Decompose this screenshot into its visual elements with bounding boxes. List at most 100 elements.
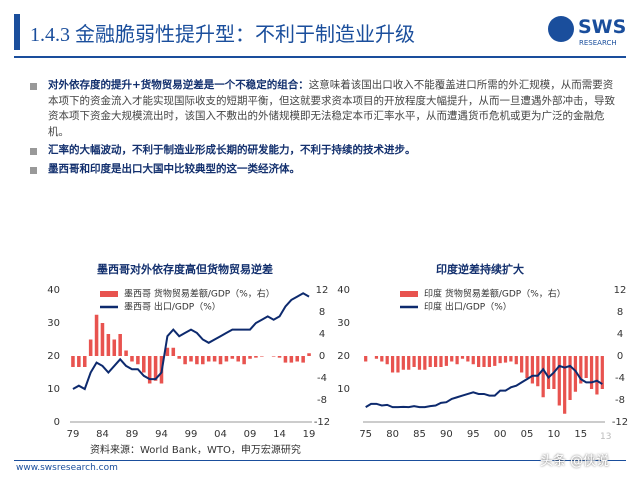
y2-tick-label: 8 [319, 307, 325, 318]
y-tick-label: 30 [47, 318, 60, 329]
legend-label: 印度 出口/GDP（%） [424, 301, 512, 313]
bar [444, 356, 448, 366]
bullet-text: 这意味着该国出口收入不能覆盖进口所需的外汇规模，从而需要资本项下的资金流入才能实… [48, 79, 615, 138]
y2-tick-label: -12 [314, 417, 330, 428]
y2-tick-label: 0 [319, 351, 325, 362]
watermark: 头条 @侠说 [540, 454, 610, 469]
bar [509, 356, 513, 362]
legend-label: 墨西哥 货物贸易差额/GDP（%，右） [124, 288, 275, 300]
y-tick-label: 10 [337, 384, 350, 395]
line [72, 292, 310, 391]
logo-icon [548, 16, 574, 42]
bullet-bold: 墨西哥和印度是出口大国中比较典型的这一类经济体。 [48, 162, 300, 175]
bar [482, 356, 486, 367]
bar [136, 356, 140, 365]
bar [71, 356, 75, 367]
bar [525, 356, 529, 378]
header-rule [14, 56, 626, 58]
x-tick-label: 04 [214, 429, 227, 440]
chart-title: 印度逆差持续扩大 [436, 262, 524, 276]
y-tick-label: 0 [54, 417, 60, 428]
bar [165, 347, 170, 356]
bar [579, 356, 583, 384]
bar [455, 356, 459, 365]
slide-title: 1.4.3 金融脆弱性提升型：不利于制造业升级 [30, 24, 415, 46]
bar [130, 356, 134, 362]
logo-text: SWS [578, 16, 627, 38]
bar [450, 356, 454, 362]
chart-title: 墨西哥对外依存度高但货物贸易逆差 [97, 262, 273, 276]
bar [118, 334, 122, 356]
bar [153, 356, 158, 381]
bar [514, 356, 518, 365]
bar [248, 356, 252, 359]
bar [520, 356, 524, 373]
bar [568, 356, 572, 400]
y2-tick-label: 0 [617, 351, 623, 362]
bar [471, 356, 475, 365]
x-tick-label: 79 [67, 429, 80, 440]
bar [260, 356, 264, 357]
y2-tick-label: 8 [617, 307, 623, 318]
bar [189, 356, 193, 362]
bar [595, 356, 599, 395]
legend-swatch [100, 291, 118, 297]
line [365, 364, 603, 409]
bar [493, 356, 497, 366]
bar [195, 356, 199, 365]
bar [466, 356, 470, 362]
bar [88, 339, 93, 356]
y-tick-label: 20 [337, 351, 350, 362]
bar [94, 314, 99, 356]
bar [112, 339, 117, 356]
footer-rule [14, 460, 626, 461]
x-tick-label: 05 [521, 429, 534, 440]
bar [407, 356, 411, 370]
bar [307, 353, 311, 356]
x-tick-label: 85 [413, 429, 426, 440]
bar [183, 356, 187, 365]
y-tick-label: 30 [337, 318, 350, 329]
x-tick-label: 09 [244, 429, 257, 440]
bar [283, 356, 288, 363]
legend-label: 印度 货物贸易差额/GDP（%，右） [424, 288, 566, 300]
bar [439, 356, 443, 367]
y2-tick-label: -4 [615, 373, 625, 384]
bar [390, 356, 395, 373]
page-number: 13 [600, 432, 612, 442]
x-tick-label: 90 [440, 429, 453, 440]
bar [242, 356, 246, 365]
x-tick-label: 99 [185, 429, 198, 440]
header-bar [14, 14, 20, 50]
bullet: 墨西哥和印度是出口大国中比较典型的这一类经济体。 [28, 162, 618, 178]
bar [224, 356, 229, 362]
bar [289, 356, 294, 363]
x-tick-label: 80 [386, 429, 399, 440]
bar [412, 356, 416, 367]
bar [254, 356, 258, 358]
bar [77, 356, 81, 367]
x-tick-label: 15 [574, 429, 587, 440]
bar [401, 356, 405, 370]
bar [584, 356, 588, 378]
bar [396, 356, 400, 373]
bar [417, 356, 422, 370]
bar [477, 356, 481, 367]
y2-tick-label: 4 [617, 329, 623, 340]
bar [277, 356, 282, 358]
y2-tick-label: 4 [319, 329, 325, 340]
x-tick-label: 14 [273, 429, 286, 440]
x-tick-label: 95 [467, 429, 480, 440]
y-tick-label: 40 [337, 285, 350, 296]
logo-sub: RESEARCH [579, 39, 617, 47]
y2-tick-label: -8 [317, 395, 327, 406]
bar [428, 356, 432, 367]
bullet: 对外依存度的提升+货物贸易逆差是一个不稳定的组合：这意味着该国出口收入不能覆盖进… [28, 78, 618, 140]
x-tick-label: 19 [303, 429, 316, 440]
bar [536, 356, 540, 387]
bar [557, 356, 561, 406]
bullet: 汇率的大幅波动，不利于制造业形成长期的研发能力，不利于持续的技术进步。 [28, 143, 618, 159]
bar [201, 356, 205, 365]
bullet-list: 对外依存度的提升+货物贸易逆差是一个不稳定的组合：这意味着该国出口收入不能覆盖进… [28, 78, 618, 180]
